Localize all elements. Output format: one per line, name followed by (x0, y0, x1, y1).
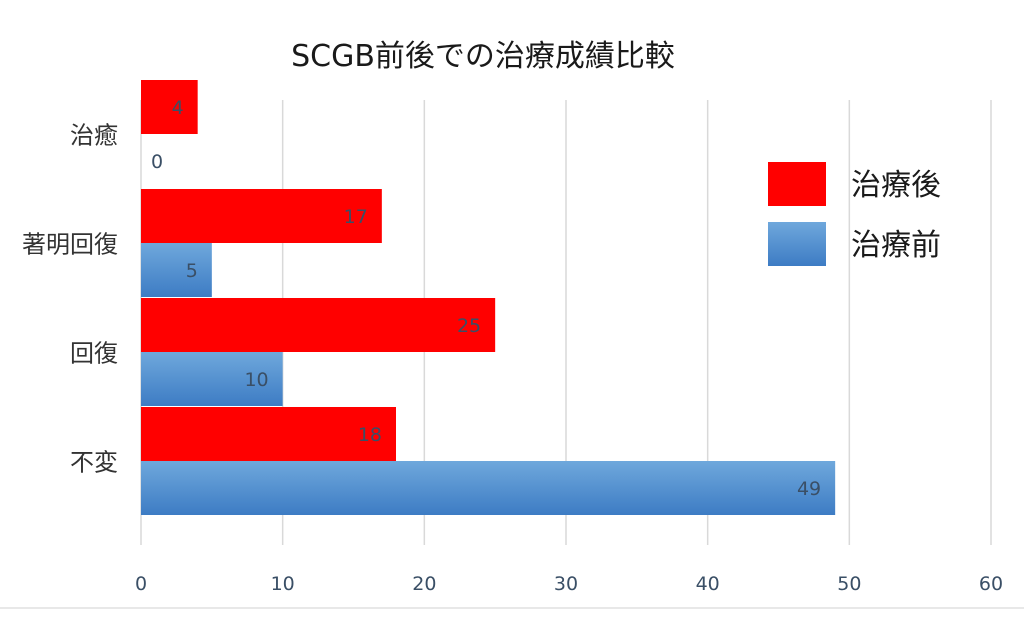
data-label-after-0: 4 (172, 97, 184, 119)
bar-before-3 (141, 461, 836, 515)
x-tick-label-0: 0 (135, 573, 147, 595)
data-label-after-2: 25 (457, 315, 481, 337)
category-label-0: 治癒 (70, 122, 118, 150)
data-label-after-1: 17 (344, 206, 368, 228)
category-label-1: 著明回復 (22, 231, 118, 259)
data-label-before-1: 5 (186, 260, 198, 282)
bars (141, 80, 836, 515)
bar-before-2 (141, 352, 283, 406)
data-labels: 4 0 17 5 25 10 18 49 (151, 97, 821, 500)
bar-before-1 (141, 243, 212, 297)
bar-after-1 (141, 189, 382, 243)
legend-swatch-0 (768, 162, 826, 206)
chart-title: SCGB前後での治療成績比較 (291, 39, 675, 74)
x-tick-label-10: 10 (271, 573, 295, 595)
bar-after-2 (141, 298, 496, 352)
bar-after-0 (141, 80, 198, 134)
x-tick-label-50: 50 (837, 573, 861, 595)
data-label-before-0: 0 (151, 151, 163, 173)
bar-after-3 (141, 407, 396, 461)
x-axis-ticks: 0 10 20 30 40 50 60 (135, 573, 1003, 595)
data-label-before-3: 49 (797, 478, 821, 500)
x-tick-label-40: 40 (696, 573, 720, 595)
legend-label-1: 治療前 (851, 228, 941, 263)
x-tick-label-60: 60 (979, 573, 1003, 595)
category-label-2: 回復 (70, 340, 118, 368)
x-tick-label-30: 30 (554, 573, 578, 595)
legend-swatch-1 (768, 222, 826, 266)
x-tick-label-20: 20 (412, 573, 436, 595)
category-label-3: 不変 (70, 449, 118, 477)
legend-label-0: 治療後 (851, 168, 941, 203)
data-label-before-2: 10 (244, 369, 268, 391)
data-label-after-3: 18 (358, 424, 382, 446)
